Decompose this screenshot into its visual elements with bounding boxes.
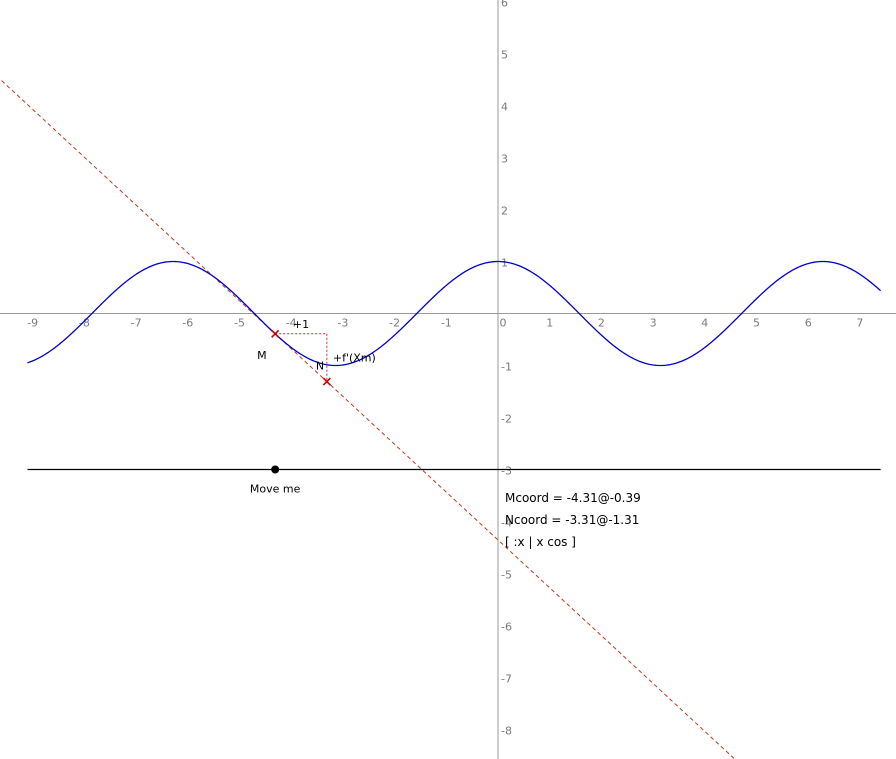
y-tick-label: 2 — [501, 205, 508, 218]
point-n-mark — [322, 377, 331, 386]
x-tick-label: -6 — [182, 317, 193, 330]
x-tick-label: 4 — [701, 317, 708, 330]
point-n-label: N — [316, 360, 324, 373]
y-tick-label: -1 — [501, 361, 512, 374]
y-tick-label: 5 — [501, 49, 508, 62]
y-tick-label: 4 — [501, 101, 508, 114]
y-tick-label: -4 — [501, 517, 512, 530]
y-tick-label: -8 — [501, 725, 512, 738]
y-tick-label: -3 — [501, 465, 512, 478]
y-tick-label: -5 — [501, 569, 512, 582]
dx-label: +1 — [293, 318, 309, 331]
dy-label: +f'(Xm) — [333, 352, 376, 365]
y-tick-label: -7 — [501, 673, 512, 686]
x-tick-label: 3 — [650, 317, 657, 330]
x-tick-label: 2 — [598, 317, 605, 330]
x-tick-label: -9 — [27, 317, 38, 330]
x-tick-label: 7 — [856, 317, 863, 330]
slope-triangle — [275, 333, 328, 382]
points: MN — [257, 329, 331, 386]
x-tick-label: -7 — [131, 317, 142, 330]
mcoord-readout: Mcoord = -4.31@-0.39 — [505, 491, 641, 505]
slider-label: Move me — [250, 483, 301, 496]
x-tick-label: 6 — [805, 317, 812, 330]
x-tick-label: -8 — [79, 317, 90, 330]
point-m-label: M — [257, 349, 267, 362]
x-tick-label: -1 — [441, 317, 452, 330]
y-tick-label: 1 — [501, 257, 508, 270]
y-tick-label: -2 — [501, 413, 512, 426]
tick-labels: -9 -8 -7 -6 -5 -4 -3 -2 -1 0 1 2 3 4 5 6 7 -8 -7 -6 -5 -4 -3 -2… — [27, 0, 863, 738]
tangent-line — [0, 78, 736, 759]
ncoord-readout: Ncoord = -3.31@-1.31 — [505, 513, 640, 527]
cosine-curve — [27, 260, 882, 367]
function-label: [ :x | x cos ] — [505, 535, 576, 549]
x-tick-label: 0 — [500, 317, 507, 330]
x-tick-label: -5 — [234, 317, 245, 330]
y-tick-label: -6 — [501, 621, 512, 634]
y-tick-label: 3 — [501, 153, 508, 166]
x-tick-label: 5 — [753, 317, 760, 330]
slider-handle[interactable] — [271, 465, 280, 474]
x-tick-label: -4 — [286, 317, 297, 330]
x-tick-label: 1 — [546, 317, 553, 330]
x-tick-label: -2 — [389, 317, 400, 330]
point-m-mark — [271, 329, 280, 338]
y-tick-label: 6 — [501, 0, 508, 10]
x-tick-label: -3 — [337, 317, 348, 330]
